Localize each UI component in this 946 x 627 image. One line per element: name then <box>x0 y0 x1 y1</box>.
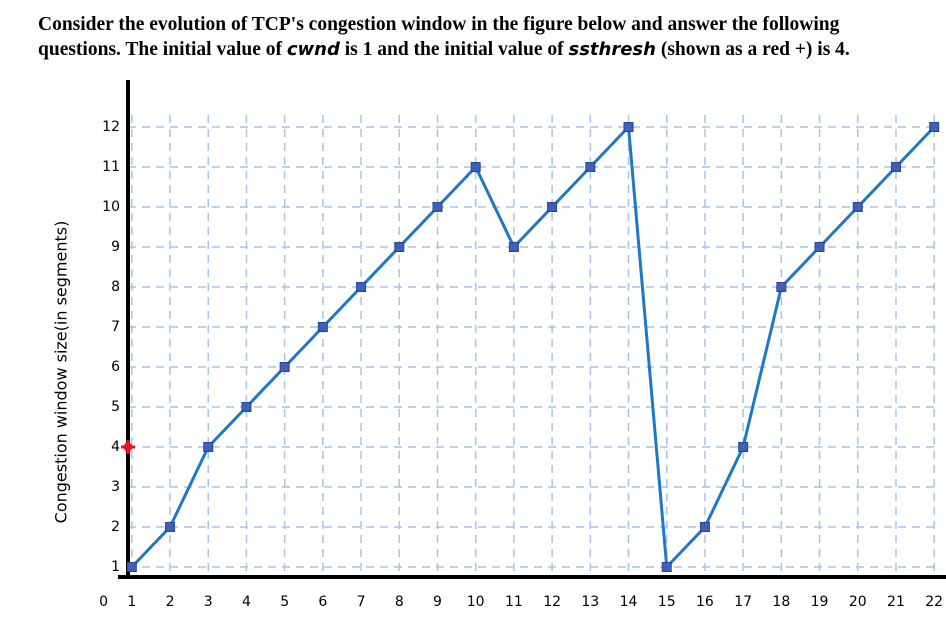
x-tick-label: 9 <box>433 594 442 610</box>
data-point <box>279 362 290 372</box>
y-tick-label: 8 <box>111 279 120 295</box>
data-point <box>890 162 901 172</box>
x-tick-label: 21 <box>887 594 905 610</box>
x-tick-label: 20 <box>849 594 867 610</box>
data-point <box>317 322 328 332</box>
data-point <box>470 162 481 172</box>
data-point <box>699 522 710 532</box>
question: Consider the evolution of TCP's congesti… <box>38 12 938 62</box>
y-tick-label: 12 <box>102 119 120 135</box>
x-tick-label: 5 <box>280 594 289 610</box>
y-tick-label: 1 <box>111 559 120 575</box>
data-point <box>814 242 825 252</box>
question-text: questions. The initial value of <box>38 39 287 60</box>
x-tick-label: 16 <box>696 594 714 610</box>
data-point <box>776 282 787 292</box>
y-tick-label: 6 <box>111 359 120 375</box>
x-tick-label: 6 <box>318 594 327 610</box>
x-tick-label: 11 <box>505 594 523 610</box>
data-point <box>738 442 749 452</box>
x-tick-label: 0 <box>99 594 108 610</box>
y-axis-label: Congestion window size(in segments) <box>52 221 71 524</box>
y-tick-label: 9 <box>111 239 120 255</box>
data-point <box>356 282 367 292</box>
question-text: (shown as a red +) is 4. <box>655 39 850 60</box>
data-point <box>241 402 252 412</box>
data-point <box>585 162 596 172</box>
question-text: ssthresh <box>568 39 656 60</box>
question-text: is 1 and the initial value of <box>339 39 569 60</box>
series-line <box>130 123 936 571</box>
data-point <box>623 122 634 132</box>
y-tick-label: 10 <box>102 199 120 215</box>
x-tick-label: 2 <box>166 594 175 610</box>
data-point <box>547 202 558 212</box>
question-line: Consider the evolution of TCP's congesti… <box>38 12 938 37</box>
x-tick-label: 12 <box>543 594 561 610</box>
x-tick-label: 1 <box>127 594 136 610</box>
data-point <box>852 202 863 212</box>
x-tick-label: 3 <box>204 594 213 610</box>
y-tick-label: 5 <box>111 399 120 415</box>
data-point <box>394 242 405 252</box>
y-tick-label: 7 <box>111 319 120 335</box>
x-tick-label: 7 <box>357 594 366 610</box>
y-tick-label: 4 <box>111 439 120 455</box>
x-tick-label: 10 <box>467 594 485 610</box>
question-text: cwnd <box>286 39 340 60</box>
data-point <box>203 442 214 452</box>
y-tick-label: 11 <box>102 159 120 175</box>
data-point <box>432 202 443 212</box>
x-tick-label: 22 <box>925 594 943 610</box>
y-tick-label: 2 <box>111 519 120 535</box>
data-point <box>661 562 672 572</box>
data-point <box>508 242 519 252</box>
question-text: Consider the evolution of TCP's congesti… <box>38 14 840 35</box>
x-tick-label: 13 <box>581 594 599 610</box>
data-point <box>165 522 176 532</box>
x-tick-label: 15 <box>658 594 676 610</box>
threshold-cross <box>121 440 135 454</box>
x-tick-label: 14 <box>620 594 638 610</box>
x-tick-label: 8 <box>395 594 404 610</box>
data-point <box>929 122 940 132</box>
x-tick-label: 17 <box>734 594 752 610</box>
question-line: questions. The initial value of cwnd is … <box>38 37 938 62</box>
x-tick-label: 4 <box>242 594 251 610</box>
y-tick-label: 3 <box>111 479 120 495</box>
x-tick-label: 19 <box>811 594 829 610</box>
x-tick-label: 18 <box>772 594 790 610</box>
data-point <box>126 562 137 572</box>
